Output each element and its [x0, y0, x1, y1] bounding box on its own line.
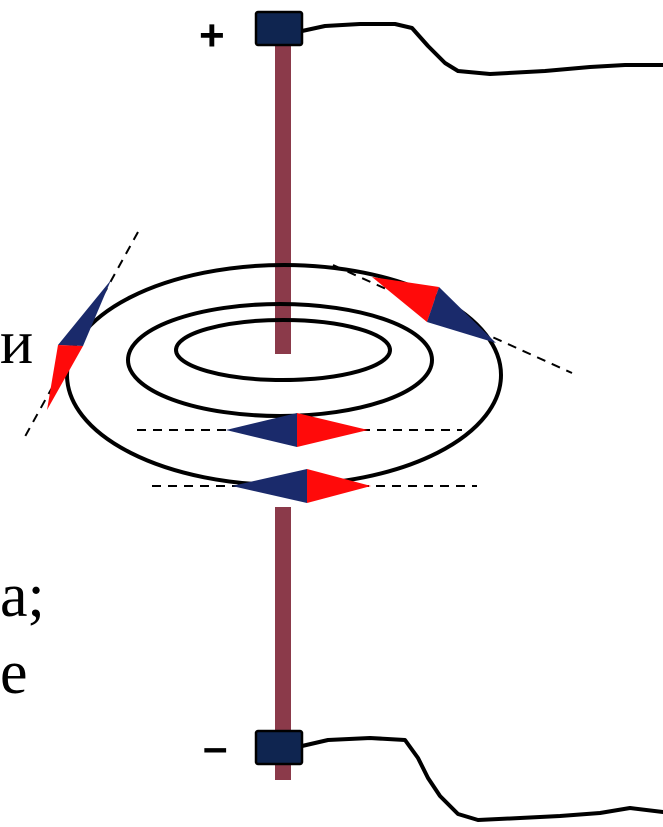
tangent-lines [21, 231, 573, 487]
field-line-inner [174, 318, 392, 382]
wire-bottom [300, 736, 663, 822]
terminal-negative [254, 729, 304, 766]
compass-needle-left [47, 280, 111, 410]
positive-sign: + [199, 11, 225, 60]
terminal-positive [254, 10, 304, 47]
conductor-lower [275, 507, 291, 780]
negative-sign: – [203, 723, 228, 772]
compass-needle-right [372, 277, 496, 343]
field-line-middle [126, 302, 434, 418]
compass-needle-bottom [232, 469, 371, 503]
text-fragment-2: а; [0, 562, 45, 630]
conductor-upper [275, 42, 291, 354]
text-fragment-1: и [0, 309, 34, 377]
compass-needle-middle [226, 413, 368, 447]
text-fragment-3: е [0, 639, 28, 707]
wire-top [300, 22, 663, 76]
